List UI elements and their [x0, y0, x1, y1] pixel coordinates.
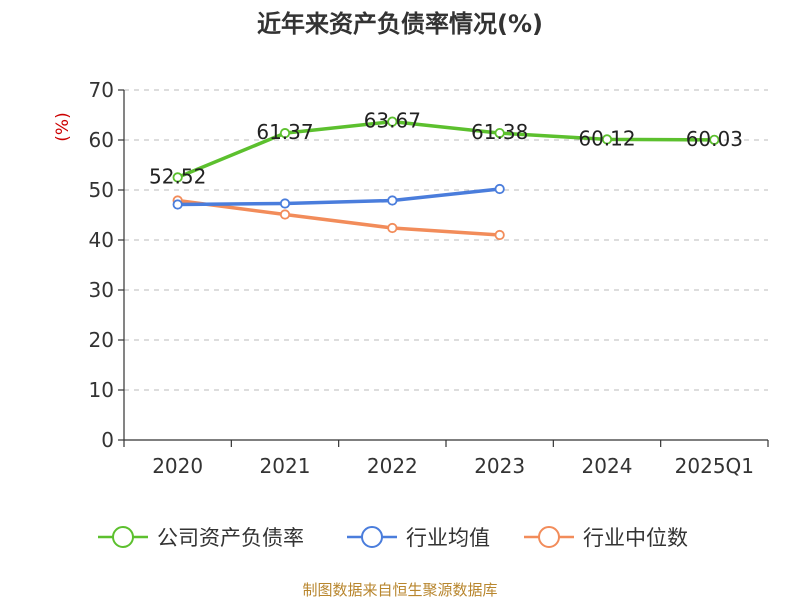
- legend-label: 行业中位数: [583, 526, 688, 550]
- data-label: 63.67: [364, 109, 421, 133]
- y-tick-label: 60: [89, 128, 114, 152]
- legend-item: 行业均值: [347, 526, 490, 550]
- data-point: [494, 229, 505, 241]
- legend-marker: [361, 526, 383, 548]
- series-line: [177, 187, 500, 207]
- data-point: [494, 128, 505, 139]
- y-tick-label: 20: [89, 328, 114, 352]
- legend-item: 行业中位数: [524, 526, 688, 550]
- x-tick-label: 2025Q1: [675, 454, 754, 478]
- series-1: [172, 183, 505, 210]
- axes: [123, 90, 768, 441]
- legend-label: 公司资产负债率: [157, 526, 304, 550]
- chart-title: 近年来资产负债率情况(%): [257, 10, 543, 38]
- x-tick-label: 2023: [474, 454, 525, 478]
- series-line: [177, 198, 500, 237]
- data-labels: 52.52 61.37 63.67 61.38 60.12 60.03: [149, 109, 743, 189]
- series-0: [172, 116, 720, 183]
- data-point: [601, 134, 613, 145]
- source-note: 制图数据来自恒生聚源数据库: [302, 581, 498, 599]
- data-point: [387, 195, 398, 206]
- x-tick-label: 2022: [367, 454, 418, 478]
- data-point: [172, 199, 183, 210]
- legend: 公司资产负债率 行业均值 行业中位数: [98, 526, 688, 550]
- data-point: [279, 209, 291, 220]
- grid-lines: [124, 89, 768, 391]
- data-label: 61.37: [256, 120, 313, 144]
- x-tick-label: 2021: [260, 454, 311, 478]
- legend-label: 行业均值: [406, 526, 490, 550]
- data-label: 60.12: [578, 126, 635, 150]
- data-label: 52.52: [149, 164, 206, 188]
- x-tick-label: 2024: [582, 454, 633, 478]
- y-tick-label: 70: [89, 78, 114, 102]
- legend-marker: [538, 526, 560, 548]
- series: [172, 116, 720, 241]
- data-point: [494, 183, 505, 195]
- x-ticks: 2020 2021 2022 2023 2024 2025Q1: [123, 440, 769, 478]
- series-line: [176, 119, 715, 180]
- data-label: 60.03: [686, 127, 743, 151]
- data-point: [387, 222, 398, 234]
- data-point: [279, 128, 291, 139]
- data-point: [709, 134, 720, 145]
- y-tick-label: 40: [89, 228, 114, 252]
- y-tick-label: 0: [101, 428, 114, 452]
- data-point: [387, 116, 398, 127]
- legend-item: 公司资产负债率: [98, 526, 304, 550]
- data-point: [279, 198, 291, 209]
- x-tick-label: 2020: [152, 454, 203, 478]
- y-ticks: 0 10 20 30 40 50 60 70: [89, 78, 124, 452]
- data-label: 61.38: [471, 120, 528, 144]
- y-axis-label: (%): [53, 112, 73, 141]
- legend-marker: [112, 526, 134, 548]
- y-tick-label: 30: [89, 278, 114, 302]
- data-point: [172, 172, 183, 183]
- y-tick-label: 10: [89, 378, 114, 402]
- y-tick-label: 50: [89, 178, 114, 202]
